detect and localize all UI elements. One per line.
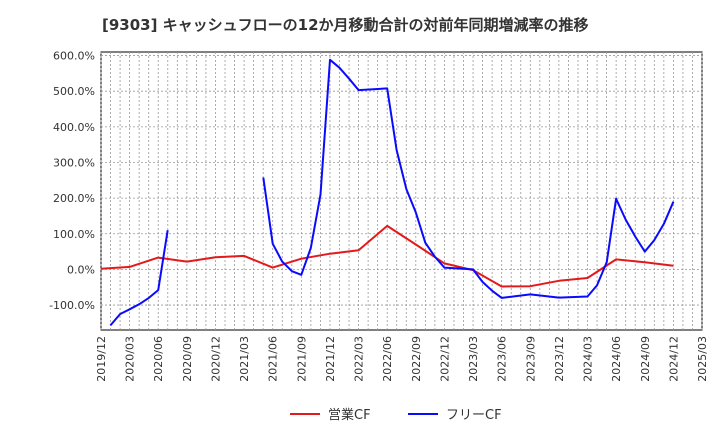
x-tick-label: 2021/12 <box>324 336 337 382</box>
x-tick-label: 2020/06 <box>152 336 165 382</box>
plot-area <box>100 51 703 331</box>
x-tick-label: 2021/03 <box>238 336 251 382</box>
x-tick-label: 2023/03 <box>467 336 480 382</box>
y-tick-label: -100.0% <box>49 299 95 312</box>
y-tick-label: 600.0% <box>53 50 95 63</box>
x-tick-label: 2023/12 <box>553 336 566 382</box>
y-tick-label: 100.0% <box>53 228 95 241</box>
series-line-free-cf <box>262 58 675 299</box>
legend: 営業CF フリーCF <box>290 407 502 423</box>
y-tick-label: 200.0% <box>53 192 95 205</box>
y-tick-label: 500.0% <box>53 85 95 98</box>
x-tick-label: 2022/03 <box>353 336 366 382</box>
y-axis: 600.0% 500.0% 400.0% 300.0% 200.0% 100.0% 0.0%… <box>49 50 95 312</box>
x-tick-label: 2024/12 <box>667 336 680 382</box>
x-axis: 2019/12 2020/03 2020/06 2020/09 2020/12 2021/… <box>95 336 709 382</box>
series-line-free-cf <box>109 230 169 327</box>
x-tick-label: 2022/12 <box>438 336 451 382</box>
x-tick-label: 2024/03 <box>582 336 595 382</box>
x-tick-label: 2023/06 <box>496 336 509 382</box>
x-tick-label: 2024/06 <box>610 336 623 382</box>
x-tick-label: 2021/09 <box>295 336 308 382</box>
x-tick-label: 2020/09 <box>181 336 194 382</box>
y-tick-label: 400.0% <box>53 121 95 134</box>
series-line-operating-cf <box>100 224 674 288</box>
x-tick-label: 2020/12 <box>209 336 222 382</box>
legend-label: 営業CF <box>328 407 371 423</box>
legend-label: フリーCF <box>446 408 502 423</box>
x-tick-label: 2022/09 <box>410 336 423 382</box>
x-tick-label: 2021/06 <box>267 336 280 382</box>
y-tick-label: 0.0% <box>67 263 95 276</box>
y-tick-label: 300.0% <box>53 156 95 169</box>
series <box>100 58 675 327</box>
chart-title: [9303] キャッシュフローの12か月移動合計の対前年同期増減率の推移 <box>102 16 589 34</box>
x-tick-label: 2019/12 <box>95 336 108 382</box>
x-tick-label: 2023/09 <box>524 336 537 382</box>
x-tick-label: 2022/06 <box>381 336 394 382</box>
x-tick-label: 2020/03 <box>124 336 137 382</box>
x-tick-label: 2025/03 <box>696 336 709 382</box>
grid <box>100 52 703 330</box>
x-tick-label: 2024/09 <box>639 336 652 382</box>
